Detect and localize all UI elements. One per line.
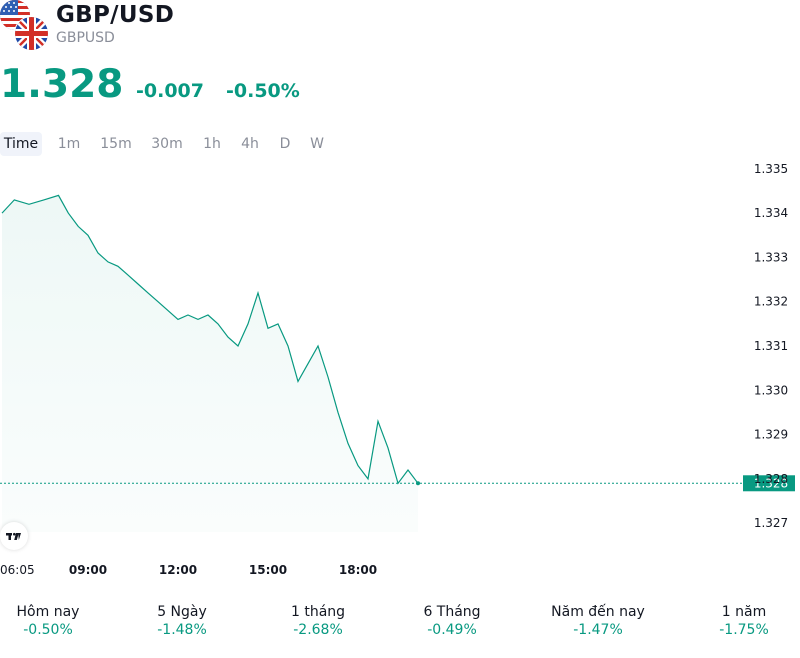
x-tick-label: 15:00 <box>249 563 287 577</box>
performance-summary: Hôm nay -0.50% 5 Ngày -1.48% 1 tháng -2.… <box>0 604 800 654</box>
perf-label: 1 năm <box>721 604 767 620</box>
x-tick-label: 12:00 <box>159 563 197 577</box>
tab-w[interactable]: W <box>310 136 324 152</box>
y-tick-label: 1.329 <box>754 428 788 442</box>
y-tick-label: 1.331 <box>754 339 788 353</box>
y-tick-label: 1.333 <box>754 250 788 264</box>
tab-15m[interactable]: 15m <box>100 136 132 152</box>
price-change-percent: -0.50% <box>226 80 300 102</box>
perf-year-to-date[interactable]: Năm đến nay -1.47% <box>540 604 656 638</box>
tab-d[interactable]: D <box>279 136 291 152</box>
price-line <box>1 194 419 485</box>
price-change: -0.007 <box>136 80 204 102</box>
y-tick-label: 1.327 <box>754 516 788 530</box>
perf-6-months[interactable]: 6 Tháng -0.49% <box>404 604 500 638</box>
x-tick-label: 06:05 <box>0 563 35 577</box>
perf-label: 6 Tháng <box>423 604 481 620</box>
tradingview-logo-icon <box>0 522 28 550</box>
symbol-header: GBP/USD GBPUSD <box>0 0 800 56</box>
price-chart-svg: 1.328 1.335 1.334 1.333 1.332 1.331 1.330 1.32… <box>0 162 795 577</box>
perf-label: 5 Ngày <box>157 604 207 620</box>
quote-row: 1.328 -0.007 -0.50% <box>0 62 800 112</box>
y-tick-label: 1.330 <box>754 383 788 397</box>
perf-value: -0.50% <box>23 622 73 638</box>
perf-5-days[interactable]: 5 Ngày -1.48% <box>134 604 230 638</box>
perf-today[interactable]: Hôm nay -0.50% <box>0 604 96 638</box>
last-price-label-box <box>743 475 795 492</box>
perf-label: Năm đến nay <box>551 604 645 620</box>
x-tick-label: 18:00 <box>339 563 377 577</box>
perf-value: -1.75% <box>719 622 769 638</box>
symbol-title: GBP/USD <box>56 2 175 28</box>
y-tick-label: 1.328 <box>754 472 788 486</box>
perf-1-year[interactable]: 1 năm -1.75% <box>704 604 784 638</box>
perf-value: -1.48% <box>157 622 207 638</box>
perf-label: Hôm nay <box>16 604 80 620</box>
x-tick-label: 09:00 <box>69 563 107 577</box>
tab-1m[interactable]: 1m <box>57 136 81 152</box>
ticker-code: GBPUSD <box>56 30 115 46</box>
tab-30m[interactable]: 30m <box>151 136 183 152</box>
tab-1h[interactable]: 1h <box>203 136 221 152</box>
price-area <box>2 195 418 532</box>
uk-flag-icon <box>14 16 49 51</box>
perf-value: -2.68% <box>293 622 343 638</box>
perf-value: -0.49% <box>427 622 477 638</box>
y-tick-label: 1.332 <box>754 295 788 309</box>
y-tick-label: 1.335 <box>754 162 788 176</box>
last-price-dot <box>416 481 420 486</box>
tab-4h[interactable]: 4h <box>241 136 259 152</box>
perf-label: 1 tháng <box>290 604 346 620</box>
last-price-label: 1.328 <box>754 476 788 490</box>
us-flag-icon <box>0 0 30 30</box>
perf-1-month[interactable]: 1 tháng -2.68% <box>270 604 366 638</box>
last-price: 1.328 <box>0 62 124 107</box>
tab-time[interactable]: Time <box>0 132 42 156</box>
currency-flags <box>0 0 49 51</box>
perf-value: -1.47% <box>573 622 623 638</box>
price-chart[interactable]: 1.328 1.335 1.334 1.333 1.332 1.331 1.330 1.32… <box>0 160 800 590</box>
y-tick-label: 1.334 <box>754 206 788 220</box>
